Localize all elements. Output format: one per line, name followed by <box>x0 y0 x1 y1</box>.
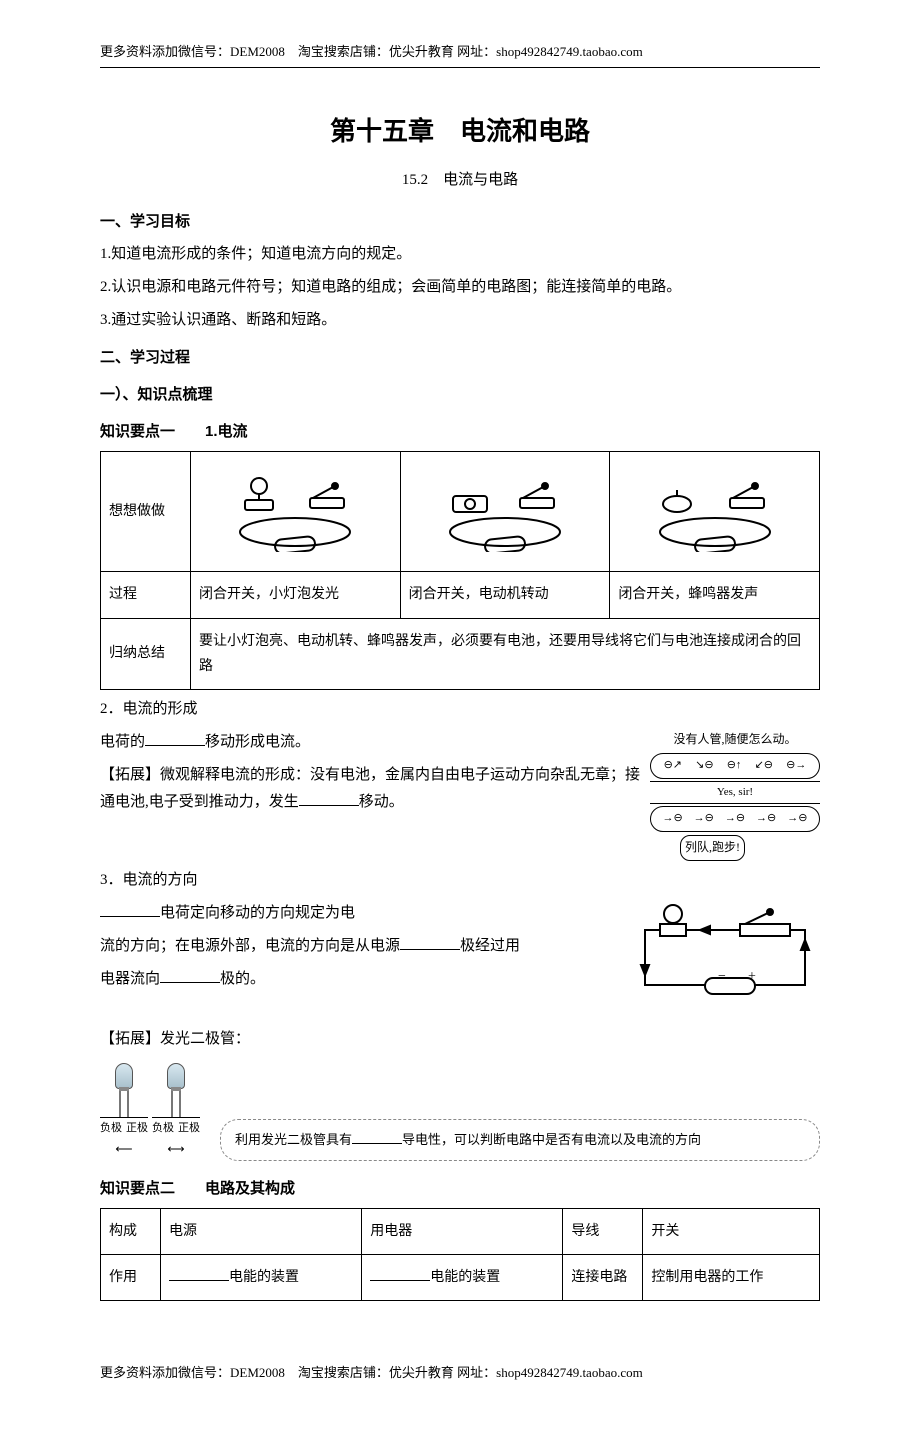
t2-r2c5: 控制用电器的工作 <box>643 1254 820 1300</box>
led-figure-row: 负极正极 ⟵ 负极正极 ⟷ 利用发光二极管具有导电性，可以判断电路中是否有电流以… <box>100 1063 820 1160</box>
heading-goals: 一、学习目标 <box>100 208 820 235</box>
kp2-title: 知识要点二 电路及其构成 <box>100 1175 820 1202</box>
led-arrow-both: ⟷ <box>167 1139 184 1161</box>
led-bulb-icon <box>115 1063 133 1089</box>
kp1-title: 知识要点一 1.电流 <box>100 418 820 445</box>
goal-3: 3.通过实验认识通路、断路和短路。 <box>100 307 820 334</box>
svg-text:+: + <box>748 969 756 984</box>
formation-title: 2．电流的形成 <box>100 696 820 723</box>
blank-4 <box>400 935 460 950</box>
led-neg-2: 负极 <box>152 1119 174 1139</box>
expand-1b: 移动。 <box>359 794 404 810</box>
composition-table: 构成 电源 用电器 导线 开关 作用 电能的装置 电能的装置 连接电路 控制用电… <box>100 1208 820 1301</box>
t2-r2c3b: 电能的装置 <box>430 1270 500 1285</box>
t2-r2c4: 连接电路 <box>563 1254 643 1300</box>
dir-2b: 极经过用 <box>460 938 520 954</box>
direction-title: 3．电流的方向 <box>100 867 820 894</box>
dir-1: 电荷定向移动的方向规定为电 <box>160 905 355 921</box>
t2-r1c2: 电源 <box>161 1208 362 1254</box>
led-neg-1: 负极 <box>100 1119 122 1139</box>
goal-2: 2.认识电源和电路元件符号；知道电路的组成；会画简单的电路图；能连接简单的电路。 <box>100 274 820 301</box>
t1-r2c2: 闭合开关，小灯泡发光 <box>191 572 401 618</box>
led-title: 【拓展】发光二极管： <box>100 1026 820 1053</box>
circuit-buzzer-icon <box>635 462 795 552</box>
direction-circuit-figure: − + <box>630 900 820 1020</box>
page-footer: 更多资料添加微信号：DEM2008 淘宝搜索店铺：优尖升教育 网址：shop49… <box>100 1361 820 1388</box>
formation-1a: 电荷的 <box>100 734 145 750</box>
led-pair-1: 负极正极 ⟵ 负极正极 ⟷ <box>100 1063 200 1160</box>
goal-1: 1.知道电流形成的条件；知道电流方向的规定。 <box>100 241 820 268</box>
circuit-bulb-icon <box>215 462 375 552</box>
circuit-motor-icon <box>425 462 585 552</box>
heading-process: 二、学习过程 <box>100 344 820 371</box>
experiment-table: 想想做做 <box>100 451 820 690</box>
electron-caption-bottom: 列队,跑步! <box>680 835 745 861</box>
t2-r1c5: 开关 <box>643 1208 820 1254</box>
t1-fig-bulb <box>191 452 401 572</box>
t1-r3c2: 要让小灯泡亮、电动机转、蜂鸣器发声，必须要有电池，还要用导线将它们与电池连接成闭… <box>191 618 820 689</box>
t2-r2c2b: 电能的装置 <box>229 1270 299 1285</box>
t2-r1c4: 导线 <box>563 1208 643 1254</box>
led-pos-2: 正极 <box>178 1119 200 1139</box>
t2-r2c2: 电能的装置 <box>161 1254 362 1300</box>
formation-1b: 移动形成电流。 <box>205 734 310 750</box>
electron-yes-sir: Yes, sir! <box>650 781 820 805</box>
heading-kp-outline: 一）、知识点梳理 <box>100 381 820 408</box>
electron-ordered-row: →⊖→⊖→⊖→⊖→⊖ <box>650 806 820 832</box>
t2-r1c1: 构成 <box>101 1208 161 1254</box>
t1-r3c1: 归纳总结 <box>101 618 191 689</box>
dir-3b: 极的。 <box>220 971 265 987</box>
led-unit-1: 负极正极 ⟵ <box>100 1063 148 1160</box>
blank-8 <box>370 1267 430 1281</box>
t1-fig-motor <box>400 452 610 572</box>
electron-figure: 没有人管,随便怎么动。 ⊖↗↘⊖⊖↑↙⊖⊖→ Yes, sir! →⊖→⊖→⊖→… <box>650 729 820 861</box>
led-unit-2: 负极正极 ⟷ <box>152 1063 200 1160</box>
t1-fig-buzzer <box>610 452 820 572</box>
blank-1 <box>145 731 205 746</box>
t1-r2c4: 闭合开关，蜂鸣器发声 <box>610 572 820 618</box>
led-note: 利用发光二极管具有 导电性，可以判断电路中是否有电流以及电流的方向 <box>220 1119 820 1160</box>
chapter-title: 第十五章 电流和电路 <box>100 108 820 155</box>
direction-circuit-icon: − + <box>630 900 820 1010</box>
blank-7 <box>169 1267 229 1281</box>
led-note-b: 导电性，可以判断电路中是否有电流以及电流的方向 <box>402 1132 701 1147</box>
t2-r1c3: 用电器 <box>362 1208 563 1254</box>
section-subtitle: 15.2 电流与电路 <box>100 167 820 194</box>
electron-random-row: ⊖↗↘⊖⊖↑↙⊖⊖→ <box>650 753 820 779</box>
dir-3a: 电器流向 <box>100 971 160 987</box>
blank-5 <box>160 968 220 983</box>
t1-r2c1: 过程 <box>101 572 191 618</box>
led-arrow-left: ⟵ <box>115 1139 132 1161</box>
led-bulb-icon <box>167 1063 185 1089</box>
t1-r1c1: 想想做做 <box>101 452 191 572</box>
led-note-a: 利用发光二极管具有 <box>235 1132 352 1147</box>
t2-r2c1: 作用 <box>101 1254 161 1300</box>
svg-text:−: − <box>718 969 726 984</box>
page-header: 更多资料添加微信号：DEM2008 淘宝搜索店铺：优尖升教育 网址：shop49… <box>100 40 820 68</box>
led-pos-1: 正极 <box>126 1119 148 1139</box>
blank-6 <box>352 1131 402 1144</box>
t1-r2c3: 闭合开关，电动机转动 <box>400 572 610 618</box>
t2-r2c3: 电能的装置 <box>362 1254 563 1300</box>
dir-2a: 流的方向；在电源外部，电流的方向是从电源 <box>100 938 400 954</box>
blank-3 <box>100 902 160 917</box>
blank-2 <box>299 791 359 806</box>
electron-caption-top: 没有人管,随便怎么动。 <box>650 729 820 751</box>
